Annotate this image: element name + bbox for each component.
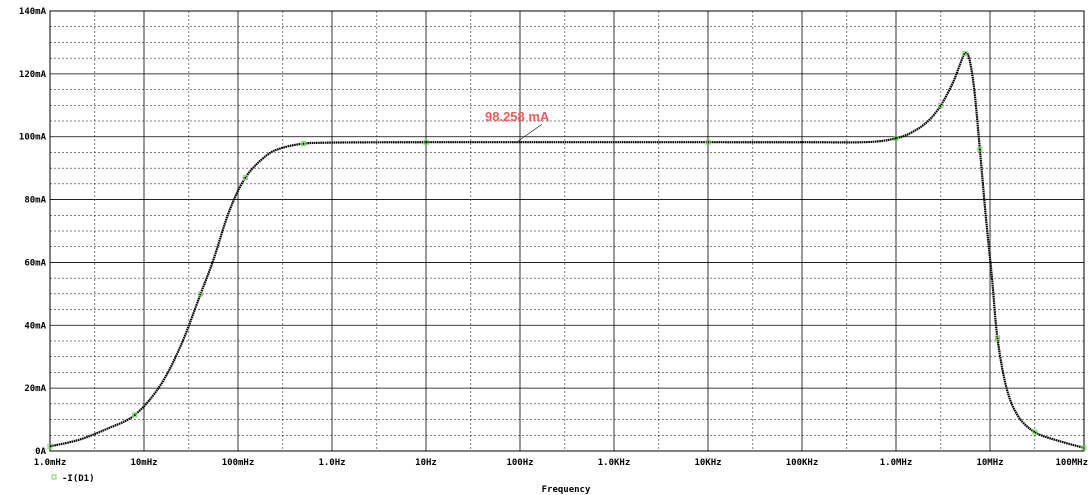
x-tick-label: 10Hz xyxy=(415,458,437,468)
y-tick-label: 0A xyxy=(35,447,46,457)
series-point xyxy=(242,175,248,181)
series-point xyxy=(301,141,307,147)
y-tick-label: 20mA xyxy=(24,384,46,394)
x-tick-label: 10MHz xyxy=(976,458,1003,468)
x-tick-label: 10KHz xyxy=(694,458,721,468)
x-tick-label: 100mHz xyxy=(222,458,255,468)
series-point xyxy=(198,291,204,297)
legend: -I(D1) xyxy=(51,474,95,484)
annotation-leader xyxy=(517,123,543,142)
series-point xyxy=(977,146,983,152)
series-point xyxy=(893,135,899,141)
y-tick-label: 140mA xyxy=(19,7,47,17)
legend-label: -I(D1) xyxy=(62,474,95,484)
series-point xyxy=(994,335,1000,341)
x-tick-label: 100KHz xyxy=(786,458,819,468)
x-tick-label: 10mHz xyxy=(130,458,157,468)
axis-ticks-layer: 0A 20mA 40mA 60mA 80mA 100mA 120mA 140mA 1.0mHz 1… xyxy=(19,7,1088,468)
plot-frame xyxy=(49,10,1085,452)
series-point xyxy=(47,443,53,449)
series-point xyxy=(938,102,944,108)
y-tick-label: 80mA xyxy=(24,196,46,206)
y-tick-label: 120mA xyxy=(19,70,47,80)
x-tick-label: 100Hz xyxy=(506,458,533,468)
annotation-label: 98.258 mA xyxy=(485,109,550,124)
x-axis-label: Frequency xyxy=(542,485,591,495)
grid-layer xyxy=(49,10,1085,452)
x-tick-label: 1.0MHz xyxy=(880,458,913,468)
y-tick-label: 60mA xyxy=(24,258,46,268)
x-tick-label: 1.0KHz xyxy=(598,458,631,468)
series-point xyxy=(962,50,968,56)
x-tick-label: 1.0Hz xyxy=(318,458,345,468)
x-tick-label: 100MHz xyxy=(1055,458,1088,468)
x-tick-label: 1.0mHz xyxy=(34,458,67,468)
series-point xyxy=(423,139,429,145)
series-point xyxy=(1032,429,1038,435)
series-line xyxy=(49,51,1085,449)
y-tick-label: 100mA xyxy=(19,133,47,143)
series-point xyxy=(1081,445,1087,451)
annotation-layer: 98.258 mA xyxy=(485,109,550,142)
y-tick-label: 40mA xyxy=(24,321,46,331)
series-layer xyxy=(47,50,1087,451)
series-point xyxy=(132,412,138,418)
series-point xyxy=(705,139,711,145)
legend-marker xyxy=(51,474,57,480)
